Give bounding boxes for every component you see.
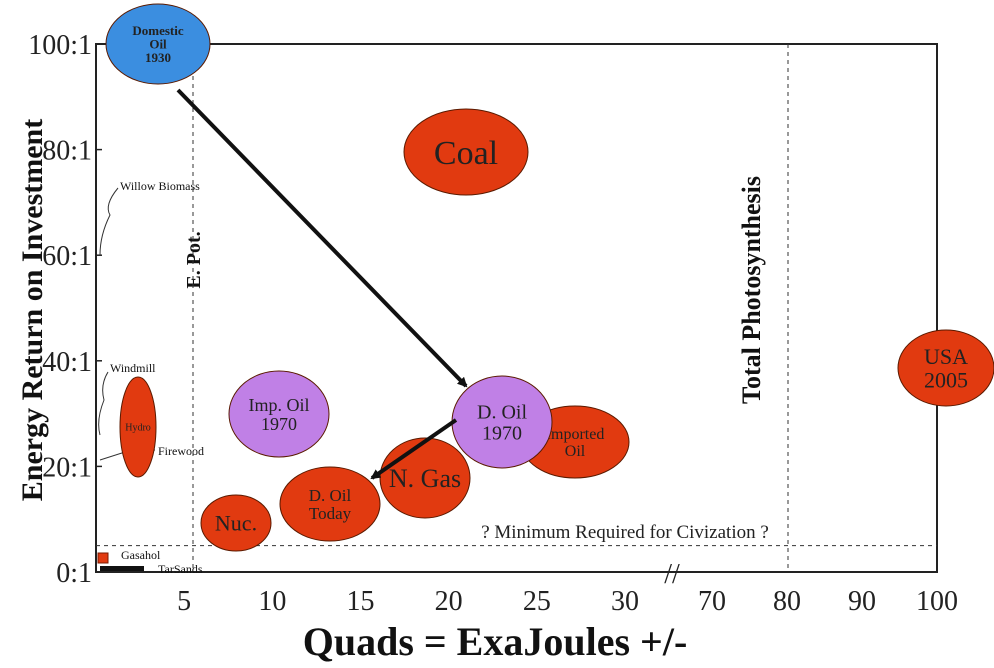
bubble-label: Hydro: [125, 423, 151, 434]
x-tick-label: 25: [523, 586, 551, 617]
trend-arrow: [370, 418, 458, 480]
y-tick-label: 0:1: [56, 558, 92, 589]
bubble-label: Imp. Oil: [249, 395, 310, 415]
bubble-nuc-: Nuc.: [200, 494, 272, 552]
bubble-label: Coal: [434, 135, 498, 172]
bubble-label: Domestic: [132, 23, 183, 38]
bubble-label: 1970: [482, 423, 522, 445]
x-tick-label: 90: [848, 586, 876, 617]
x-tick-label: 10: [258, 586, 286, 617]
bubble-shape: [105, 3, 211, 85]
x-tick-label: 20: [435, 586, 463, 617]
tarsands-label: TarSands: [158, 562, 203, 576]
bubble-shape: [897, 329, 994, 407]
x-tick-label: 30: [611, 586, 639, 617]
bubble-shape: [279, 466, 381, 542]
x-tick-label: 70: [698, 586, 726, 617]
bubble-shape: [200, 494, 272, 552]
plot-frame: [95, 43, 938, 573]
trend-arrow: [176, 88, 468, 388]
y-tick-label: 100:1: [28, 30, 92, 61]
y-tick-label: 80:1: [42, 136, 92, 167]
x-axis-title: Quads = ExaJoules +/-: [303, 619, 688, 664]
firewood-label: Firewood: [158, 444, 204, 458]
bubble-label: 1970: [261, 414, 297, 434]
bubble-coal: Coal: [403, 108, 529, 196]
bubble-label: Today: [309, 504, 352, 523]
leader-line: [99, 187, 119, 256]
bubble-shape: [119, 376, 157, 478]
total-photosynthesis-label: Total Photosynthesis: [737, 176, 766, 404]
y-tick-label: 60:1: [42, 241, 92, 272]
bubble-label: Oil: [565, 443, 586, 460]
e-pot-label: E. Pot.: [183, 231, 205, 288]
x-tick-label: 15: [347, 586, 375, 617]
gasahol-label: Gasahol: [121, 548, 161, 562]
tarsands-bar: [100, 566, 144, 571]
y-axis-title: Energy Return on Investment: [16, 119, 49, 502]
bubble-label: D. Oil: [309, 486, 352, 505]
x-tick-label: 80: [773, 586, 801, 617]
leader-line: [98, 371, 109, 436]
willow-biomass-label: Willow Biomass: [120, 179, 200, 193]
windmill-label: Windmill: [110, 361, 156, 375]
x-tick-label: 5: [177, 586, 191, 617]
bubble-label: Imported: [546, 426, 605, 443]
bubble-label: N. Gas: [389, 464, 461, 493]
bubble-label: 2005: [924, 367, 968, 392]
bubble-shape: [228, 370, 330, 458]
bubble-label: 1930: [145, 50, 171, 65]
y-tick-label: 20:1: [42, 452, 92, 483]
y-tick-label: 40:1: [42, 347, 92, 378]
bubble-shape: [403, 108, 529, 196]
bubble-label: Oil: [149, 37, 167, 52]
bubble-n-gas: N. Gas: [379, 437, 471, 519]
gasahol-marker: [97, 552, 109, 564]
axis-break-mark: //: [664, 559, 680, 590]
bubble-label: D. Oil: [477, 402, 527, 424]
minimum-civilization-label: ? Minimum Required for Civization ?: [481, 522, 769, 543]
x-tick-label: 100: [916, 586, 958, 617]
bubble-hydro: Hydro: [119, 376, 157, 478]
bubble-label: USA: [924, 344, 968, 369]
bubble-label: Nuc.: [215, 511, 257, 536]
